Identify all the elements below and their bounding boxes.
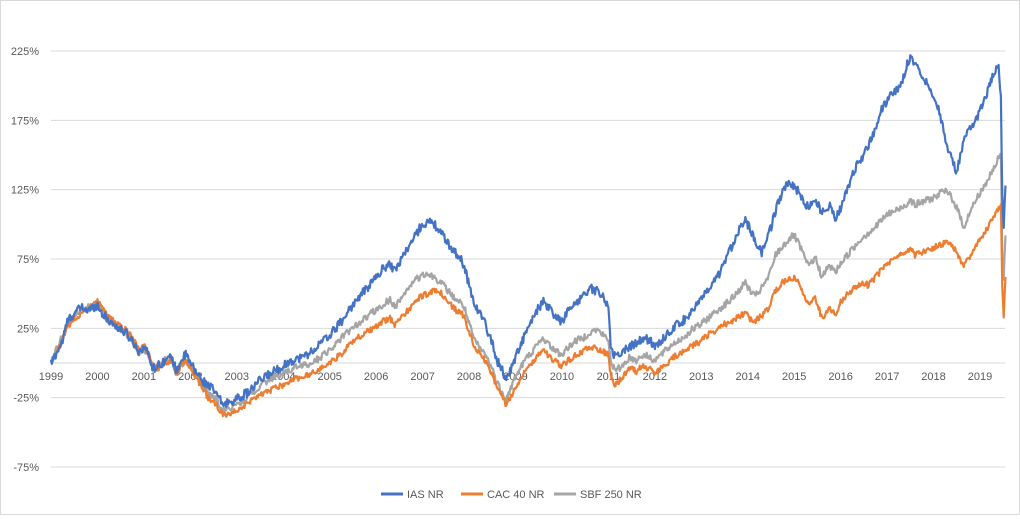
x-tick-label: 2003 bbox=[225, 371, 249, 383]
legend: IAS NR CAC 40 NR SBF 250 NR bbox=[381, 489, 642, 501]
y-tick-label: 125% bbox=[11, 185, 39, 197]
series-line-cac-40-nr bbox=[50, 203, 1007, 418]
legend-item: CAC 40 NR bbox=[461, 489, 545, 501]
y-tick-label: -25% bbox=[13, 393, 39, 405]
y-tick-label: -75% bbox=[13, 462, 39, 474]
x-tick-label: 2000 bbox=[85, 371, 109, 383]
x-tick-label: 2014 bbox=[736, 371, 760, 383]
legend-label: IAS NR bbox=[407, 489, 444, 501]
y-tick-label: 75% bbox=[17, 254, 39, 266]
x-tick-label: 2011 bbox=[597, 371, 621, 383]
x-tick-label: 2019 bbox=[968, 371, 992, 383]
x-tick-label: 2018 bbox=[921, 371, 945, 383]
x-tick-label: 2016 bbox=[828, 371, 852, 383]
x-tick-label: 2007 bbox=[410, 371, 434, 383]
series-line-ias-nr bbox=[49, 54, 1007, 408]
series-line-sbf-250-nr bbox=[49, 152, 1007, 415]
y-tick-label: 175% bbox=[11, 115, 39, 127]
x-tick-label: 2005 bbox=[317, 371, 341, 383]
legend-item: IAS NR bbox=[381, 489, 444, 501]
gridlines bbox=[51, 50, 1005, 468]
x-tick-label: 2010 bbox=[550, 371, 574, 383]
x-tick-label: 2015 bbox=[782, 371, 806, 383]
legend-label: CAC 40 NR bbox=[487, 489, 545, 501]
x-tick-label: 2006 bbox=[364, 371, 388, 383]
x-tick-label: 2008 bbox=[457, 371, 481, 383]
legend-item: SBF 250 NR bbox=[554, 489, 642, 501]
x-tick-label: 2013 bbox=[689, 371, 713, 383]
x-tick-label: 2012 bbox=[643, 371, 667, 383]
series-lines bbox=[49, 54, 1007, 418]
legend-label: SBF 250 NR bbox=[580, 489, 642, 501]
y-tick-label: 225% bbox=[11, 46, 39, 58]
x-tick-label: 1999 bbox=[39, 371, 63, 383]
x-tick-label: 2001 bbox=[132, 371, 156, 383]
y-tick-label: 25% bbox=[17, 323, 39, 335]
x-tick-label: 2017 bbox=[875, 371, 899, 383]
y-axis-tick-labels: 225% 175% 125% 75% 25% -25% -75% bbox=[11, 46, 39, 474]
